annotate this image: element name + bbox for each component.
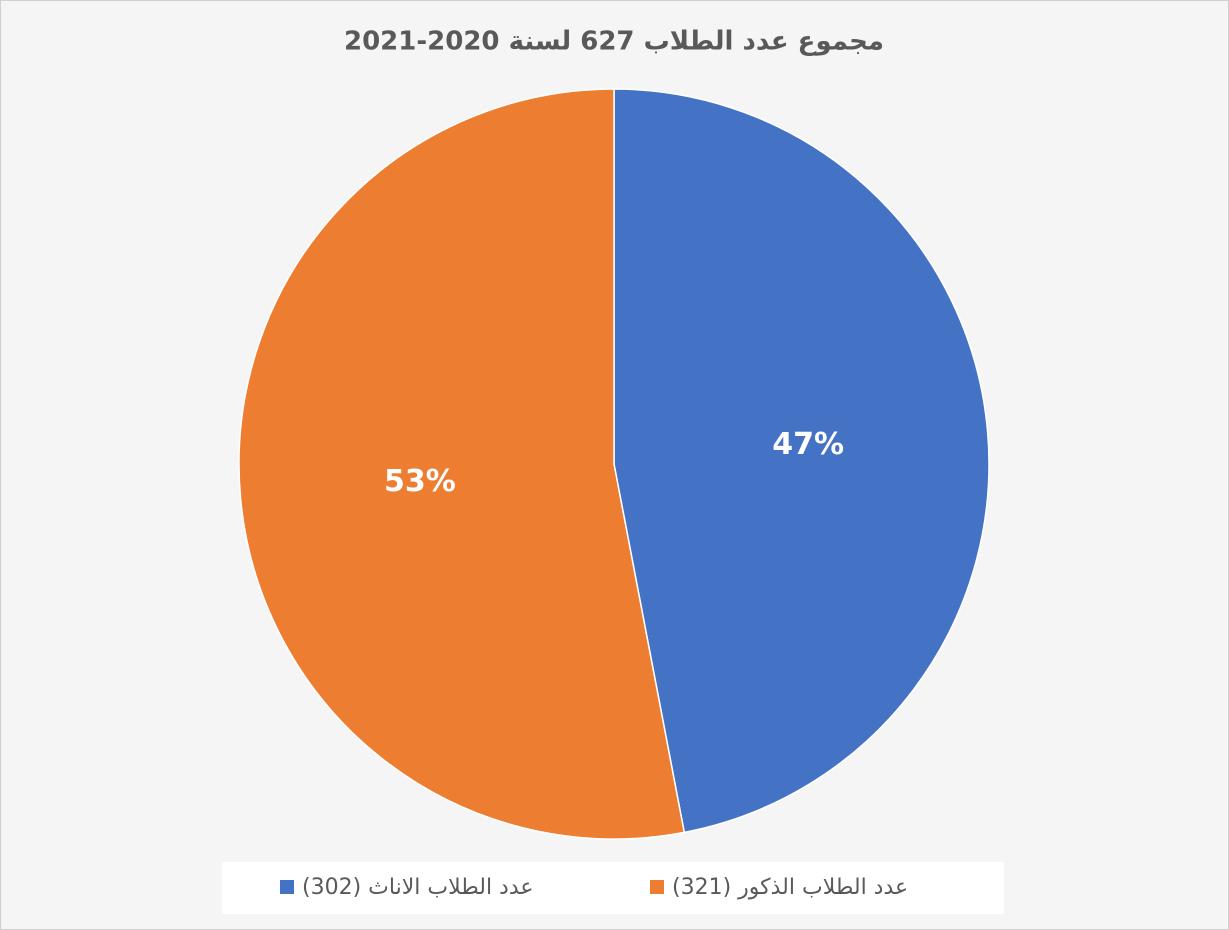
legend-swatch	[280, 880, 294, 894]
legend-swatch	[650, 880, 664, 894]
data-label: 53%	[384, 464, 456, 499]
legend-label: عدد الطلاب الذكور (321)	[672, 875, 908, 900]
pie-slice	[613, 88, 990, 834]
chart-title: مجموع عدد الطلاب 627 لسنة 2020-2021	[344, 27, 884, 57]
legend-label: عدد الطلاب الاناث (302)	[302, 875, 534, 900]
legend-box	[222, 862, 1004, 914]
pie-slice	[238, 88, 686, 840]
data-label: 47%	[772, 427, 844, 462]
